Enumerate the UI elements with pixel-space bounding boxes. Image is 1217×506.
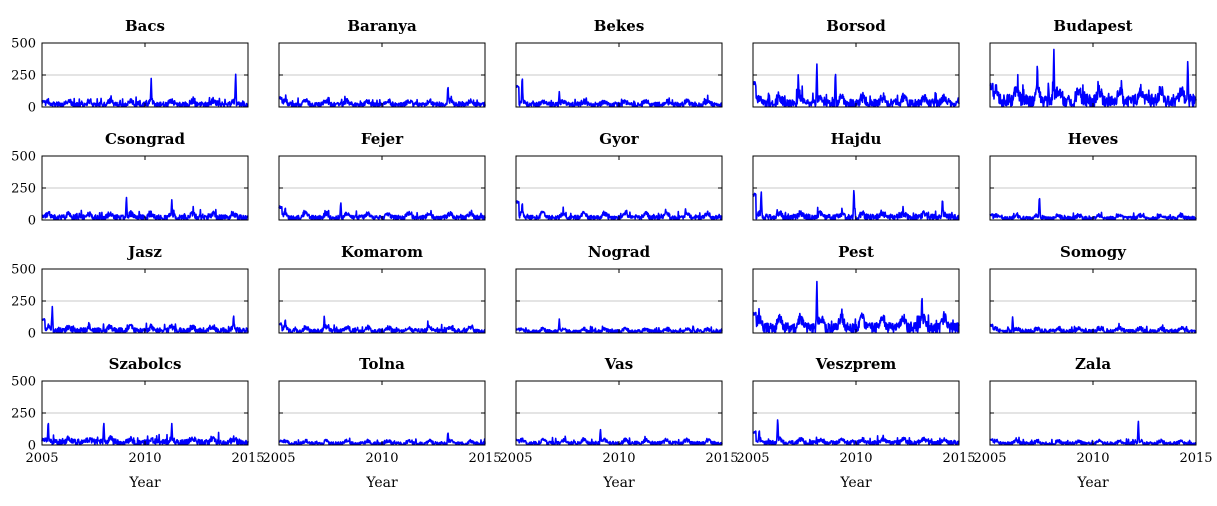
series-line <box>515 78 723 108</box>
series-line <box>752 189 960 221</box>
panel-szabolcs: Szabolcs 0 250 500 2005 2010 2015 Year <box>11 355 264 491</box>
series-line <box>752 419 960 446</box>
panel-title: Jasz <box>126 243 162 261</box>
x-tick-label: 2010 <box>365 451 398 466</box>
panel-somogy: Somogy <box>989 243 1197 334</box>
panel-hajdu: Hajdu <box>752 130 960 221</box>
x-axis-label: Year <box>839 475 872 491</box>
x-tick-label: 2015 <box>231 451 264 466</box>
series-line <box>989 48 1197 108</box>
y-tick-label: 0 <box>28 214 36 229</box>
panel-title: Hajdu <box>831 130 882 148</box>
panel-zala: Zala 2005 2010 2015 Year <box>973 355 1212 491</box>
x-tick-label: 2010 <box>128 451 161 466</box>
panel-title: Tolna <box>359 355 405 373</box>
x-axis-label: Year <box>602 475 635 491</box>
x-tick-label: 2010 <box>602 451 635 466</box>
x-tick-label: 2010 <box>1076 451 1109 466</box>
panel-title: Borsod <box>826 17 886 35</box>
x-tick-label: 2005 <box>25 451 58 466</box>
y-tick-label: 250 <box>11 69 36 84</box>
panel-title: Budapest <box>1053 17 1132 35</box>
x-tick-label: 2005 <box>736 451 769 466</box>
panel-jasz: Jasz 0 250 500 <box>11 243 249 342</box>
panel-nograd: Nograd <box>515 243 723 334</box>
series-line <box>752 63 960 108</box>
y-tick-label: 500 <box>11 150 36 165</box>
panel-vas: Vas 2005 2010 2015 Year <box>499 355 738 491</box>
panel-title: Heves <box>1068 130 1118 148</box>
panel-title: Somogy <box>1060 243 1127 261</box>
panel-heves: Heves <box>989 130 1197 221</box>
x-tick-label: 2015 <box>468 451 501 466</box>
panel-title: Pest <box>838 243 874 261</box>
x-tick-label: 2005 <box>262 451 295 466</box>
panel-borsod: Borsod <box>752 17 960 108</box>
panel-title: Csongrad <box>105 130 185 148</box>
x-axis-label: Year <box>128 475 161 491</box>
panel-fejer: Fejer <box>278 130 486 221</box>
panel-title: Vas <box>604 355 633 373</box>
series-line <box>41 305 249 334</box>
panel-title: Zala <box>1075 355 1111 373</box>
y-tick-label: 250 <box>11 407 36 422</box>
x-axis-label: Year <box>1076 475 1109 491</box>
panel-csongrad: Csongrad 0 250 500 <box>11 130 249 229</box>
y-tick-label: 250 <box>11 295 36 310</box>
panel-title: Szabolcs <box>109 355 182 373</box>
panel-title: Baranya <box>347 17 417 35</box>
panel-bacs: Bacs 0 250 500 <box>11 17 249 116</box>
panel-title: Veszprem <box>815 355 897 373</box>
x-tick-label: 2015 <box>1179 451 1212 466</box>
series-line <box>41 73 249 108</box>
panel-gyor: Gyor <box>515 130 723 221</box>
panel-title: Gyor <box>599 130 640 148</box>
x-tick-label: 2015 <box>705 451 738 466</box>
panel-title: Bacs <box>125 17 165 35</box>
y-tick-label: 500 <box>11 37 36 52</box>
x-axis-label: Year <box>365 475 398 491</box>
panel-pest: Pest <box>752 243 960 334</box>
x-tick-label: 2005 <box>973 451 1006 466</box>
x-tick-label: 2010 <box>839 451 872 466</box>
panel-bekes: Bekes <box>515 17 723 108</box>
panel-budapest: Budapest <box>989 17 1197 108</box>
panel-tolna: Tolna 2005 2010 2015 Year <box>262 355 501 491</box>
panel-title: Komarom <box>341 243 423 261</box>
panel-title: Fejer <box>361 130 404 148</box>
panel-title: Nograd <box>588 243 651 261</box>
panel-baranya: Baranya <box>278 17 486 108</box>
y-tick-label: 500 <box>11 375 36 390</box>
panel-veszprem: Veszprem 2005 2010 2015 Year <box>736 355 975 491</box>
y-tick-label: 0 <box>28 101 36 116</box>
x-tick-label: 2015 <box>942 451 975 466</box>
y-tick-label: 500 <box>11 263 36 278</box>
series-line <box>752 280 960 334</box>
y-tick-label: 250 <box>11 182 36 197</box>
y-tick-label: 0 <box>28 439 36 454</box>
panel-komarom: Komarom <box>278 243 486 334</box>
y-tick-label: 0 <box>28 327 36 342</box>
x-tick-label: 2005 <box>499 451 532 466</box>
panel-title: Bekes <box>594 17 645 35</box>
